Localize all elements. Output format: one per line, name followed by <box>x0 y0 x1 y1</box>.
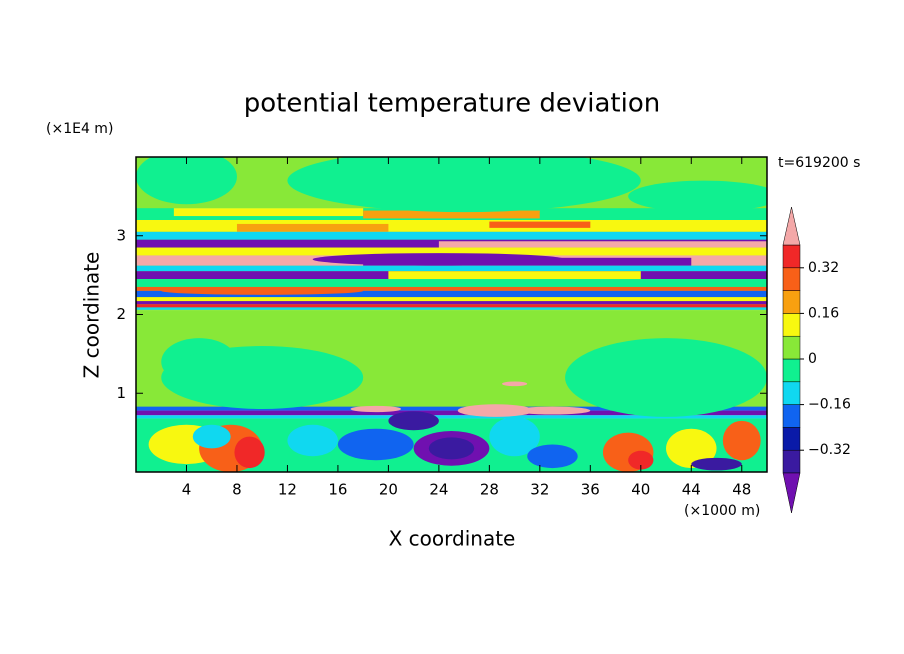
x-tick-label: 28 <box>480 481 499 499</box>
contour-band <box>438 241 767 248</box>
contour-band <box>236 223 389 232</box>
x-tick-label: 24 <box>429 481 448 499</box>
x-tick-label: 48 <box>732 481 751 499</box>
contour-band <box>136 265 767 272</box>
contour-band <box>136 410 767 416</box>
contour-band <box>136 247 767 256</box>
colorbar-tick-label: −0.32 <box>808 442 851 458</box>
x-tick-label: 44 <box>682 481 701 499</box>
contour-band <box>136 415 767 419</box>
contour-band <box>666 428 717 469</box>
contour-band <box>136 290 767 298</box>
contour-band <box>428 437 475 460</box>
x-tick-label: 20 <box>379 481 398 499</box>
x-tick-label: 16 <box>328 481 347 499</box>
contour-band <box>722 420 761 461</box>
annotation: t=619200 s <box>778 155 860 171</box>
contour-band <box>337 428 414 461</box>
colorbar-tick-label: −0.16 <box>808 397 851 413</box>
colorbar-segment <box>782 449 801 474</box>
contour-band <box>489 221 591 228</box>
contour-band <box>136 301 767 305</box>
contour-band <box>565 338 767 417</box>
x-unit-label: (×1000 m) <box>684 503 760 519</box>
y-tick-label: 1 <box>116 384 126 402</box>
x-tick-label: 8 <box>232 481 242 499</box>
contour-band <box>161 346 364 409</box>
contour-band <box>350 405 402 413</box>
contour-band <box>527 444 578 469</box>
colorbar-segment <box>782 358 801 383</box>
colorbar-segment <box>782 244 801 269</box>
contour-band <box>514 406 591 415</box>
x-tick-label: 40 <box>631 481 650 499</box>
colorbar-segment <box>782 290 801 314</box>
contour-band <box>388 271 641 280</box>
contour-band <box>489 416 540 457</box>
contour-band <box>501 381 528 387</box>
contour-band <box>628 180 767 213</box>
colorbar-segment <box>782 381 801 405</box>
contour-band <box>457 404 534 417</box>
x-tick-label: 36 <box>581 481 600 499</box>
y-unit-label: (×1E4 m) <box>46 121 113 137</box>
contour-band <box>161 286 364 295</box>
chart-title: potential temperature deviation <box>244 89 660 119</box>
contour-band <box>192 424 231 449</box>
contour-band <box>136 157 237 205</box>
contour-band <box>136 406 767 411</box>
contour-band <box>136 304 767 308</box>
colorbar-segment <box>782 427 801 451</box>
colorbar-segment <box>782 404 801 428</box>
contour-band <box>287 157 641 213</box>
contour-band <box>312 253 566 266</box>
y-tick-label: 2 <box>116 305 126 323</box>
contour-band <box>363 210 540 219</box>
x-tick-label: 4 <box>182 481 192 499</box>
contour-band <box>136 297 767 302</box>
y-axis-label: Z coordinate <box>80 252 104 379</box>
colorbar-tick-label: 0.32 <box>808 260 839 276</box>
contour-band <box>136 307 767 310</box>
colorbar-segment <box>782 267 801 291</box>
contour-band <box>136 220 767 232</box>
contour-band <box>136 279 767 287</box>
contour-band <box>136 231 767 240</box>
colorbar-segment <box>782 313 801 337</box>
contour-band <box>539 212 767 219</box>
contour-band <box>234 436 265 469</box>
x-tick-label: 12 <box>278 481 297 499</box>
contour-band <box>136 286 767 291</box>
colorbar-extend-high <box>782 206 801 246</box>
colorbar-segment <box>782 335 801 360</box>
colorbar-tick-label: 0.16 <box>808 305 839 321</box>
y-tick-label: 3 <box>116 226 126 244</box>
x-tick-label: 32 <box>530 481 549 499</box>
contour-band <box>628 450 654 470</box>
contour-band <box>173 208 364 217</box>
colorbar-tick-label: 0 <box>808 351 817 367</box>
colorbar-extend-low <box>782 472 801 514</box>
contour-field <box>136 157 767 472</box>
contour-band <box>287 424 338 457</box>
contour-band <box>388 411 439 431</box>
x-axis-label: X coordinate <box>389 527 516 551</box>
contour-band <box>691 457 742 471</box>
